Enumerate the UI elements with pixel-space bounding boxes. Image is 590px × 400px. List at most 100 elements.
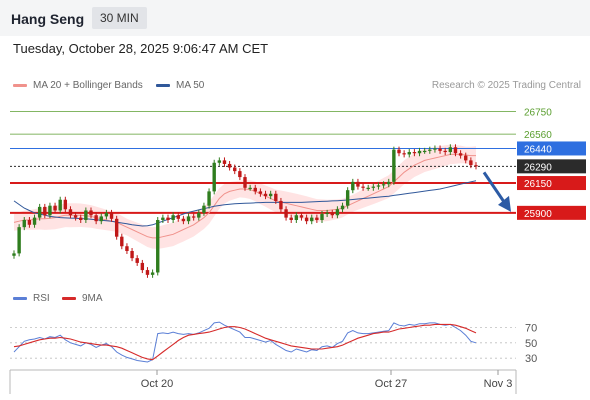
candle-body — [248, 187, 252, 190]
level-label-25900: 25900 — [524, 209, 552, 220]
candle-body — [181, 218, 186, 222]
candle-body — [156, 220, 160, 273]
candle-body — [433, 148, 437, 150]
candle-body — [304, 217, 309, 222]
candle-body — [402, 153, 406, 155]
candle-body — [63, 199, 68, 210]
candle-body — [171, 215, 175, 220]
candle-body — [135, 258, 139, 263]
legend-ma50: MA 50 — [156, 80, 204, 91]
ma50-line — [13, 180, 477, 227]
level-badge-26440 — [517, 141, 586, 156]
candle-body — [238, 171, 242, 178]
candle-body — [197, 212, 201, 218]
candle-body — [381, 184, 386, 186]
candle-body — [17, 227, 21, 254]
candle-body — [37, 206, 42, 218]
level-badge-25900 — [517, 205, 586, 220]
candle-body — [356, 181, 360, 187]
candle-body — [453, 147, 458, 154]
legend-ma50-label: MA 50 — [176, 80, 205, 91]
forecast-arrow-shaft — [482, 171, 506, 203]
forecast-arrow-head — [498, 195, 511, 212]
candle-body — [258, 191, 263, 194]
candle-body — [469, 160, 473, 166]
x-tick-label: Nov 3 — [484, 378, 513, 390]
candle-body — [161, 217, 165, 220]
candle-body — [407, 152, 411, 155]
candle-body — [114, 218, 119, 237]
candle-body — [150, 272, 155, 275]
timeframe-button[interactable]: 30 MIN — [92, 7, 147, 29]
candle-body — [294, 215, 299, 220]
candle-body — [84, 210, 88, 220]
candle-body — [417, 150, 422, 154]
candle-body — [73, 215, 78, 218]
candle-body — [387, 181, 391, 185]
candle-body — [299, 215, 304, 218]
candle-body — [320, 214, 324, 220]
candle-body — [243, 177, 247, 188]
rsi-tick-50: 50 — [525, 338, 537, 350]
level-badge-26290 — [517, 159, 586, 174]
x-tick-label: Oct 27 — [375, 378, 407, 390]
candle-body — [464, 155, 468, 161]
candle-body — [43, 206, 47, 216]
candle-body — [443, 150, 447, 153]
candle-body — [191, 216, 196, 218]
candle-body — [366, 187, 370, 190]
candle-body — [58, 199, 62, 211]
level-label-26750: 26750 — [524, 108, 552, 119]
candle-body — [222, 160, 227, 164]
candle-body — [99, 216, 103, 222]
candle-body — [345, 190, 350, 206]
instrument-title: Hang Seng — [11, 11, 85, 27]
candle-body — [392, 149, 396, 182]
legend-ma20-swatch — [13, 84, 27, 87]
rsi-tick-30: 30 — [525, 353, 537, 365]
legend-rsi: RSI — [13, 293, 50, 304]
candle-body — [263, 193, 268, 197]
candle-body — [89, 210, 93, 216]
candle-body — [268, 193, 273, 197]
candle-body — [227, 163, 232, 168]
candle-body — [166, 217, 170, 220]
candle-body — [212, 162, 216, 192]
copyright-text: Research © 2025 Trading Central — [431, 80, 581, 91]
candle-body — [53, 205, 57, 211]
candle-body — [340, 205, 345, 210]
candle-body — [120, 236, 124, 247]
level-badge-26150 — [517, 176, 586, 191]
legend-9ma-label: 9MA — [82, 293, 103, 304]
candle-body — [22, 220, 26, 228]
candle-body — [125, 246, 129, 251]
date-line: Tuesday, October 28, 2025 9:06:47 AM CET — [13, 41, 269, 56]
candle-body — [428, 149, 432, 151]
candle-body — [233, 167, 237, 172]
candle-body — [79, 217, 83, 220]
candle-body — [376, 185, 381, 187]
legend-9ma-swatch — [62, 297, 76, 300]
candle-body — [253, 187, 257, 192]
candle-body — [310, 217, 314, 222]
candle-body — [27, 220, 32, 225]
candle-body — [422, 150, 427, 153]
candle-body — [32, 217, 37, 225]
legend-rsi-label: RSI — [33, 293, 50, 304]
legend-9ma: 9MA — [62, 293, 103, 304]
candle-body — [176, 215, 180, 219]
candle-body — [325, 212, 329, 215]
legend-ma50-swatch — [156, 84, 170, 87]
legend-rsi-swatch — [13, 297, 27, 300]
candle-body — [68, 209, 73, 216]
x-tick-label: Oct 20 — [141, 378, 173, 390]
candle-body — [207, 191, 211, 206]
candle-body — [202, 205, 206, 213]
candle-body — [48, 205, 52, 216]
legend-ma20-label: MA 20 + Bollinger Bands — [33, 80, 143, 91]
candle-body — [448, 147, 453, 153]
candle-body — [289, 217, 293, 220]
candle-body — [458, 153, 463, 156]
candle-body — [109, 212, 114, 219]
